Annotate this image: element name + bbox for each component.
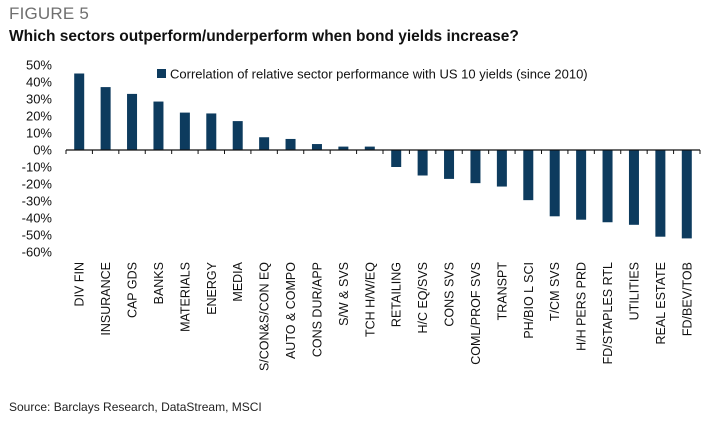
bar [364, 146, 375, 150]
category-label: CONS SVS [443, 262, 457, 327]
bar [127, 93, 138, 150]
bar [179, 112, 190, 150]
legend-label: Correlation of relative sector performan… [170, 67, 588, 82]
y-tick-label: -60% [22, 245, 53, 260]
category-label: RETAILING [390, 262, 404, 327]
category-label: CONS DUR/APP [310, 262, 324, 357]
bar [74, 73, 85, 150]
bar [444, 150, 455, 179]
figure-label: FIGURE 5 [9, 4, 90, 23]
y-tick-label: 10% [26, 126, 52, 141]
category-label: DIV FIN [73, 262, 87, 306]
y-tick-label: -50% [22, 228, 53, 243]
bar [100, 87, 111, 150]
category-label: H/H PERS PRD [575, 262, 589, 351]
y-axis: 50% 40% 30% 20% 10% 0% -10% -20% -30% -40% -50% -60… [22, 58, 53, 260]
bar [153, 101, 164, 150]
category-label: S/W & SVS [337, 262, 351, 326]
bar [417, 150, 428, 176]
category-label: FD/BEV/TOB [680, 262, 694, 336]
category-label: REAL ESTATE [654, 262, 668, 344]
category-label: S/CON&S/CON EQ [258, 262, 272, 371]
bar [655, 150, 666, 237]
bar [576, 150, 587, 220]
bar-series [74, 73, 692, 239]
category-label: FD/STAPLES RTL [601, 262, 615, 364]
chart-title: Which sectors outperform/underperform wh… [9, 28, 519, 45]
bar [391, 150, 402, 167]
category-label: TRANSPT [495, 262, 509, 321]
category-label: BANKS [152, 262, 166, 304]
y-tick-label: -20% [22, 177, 53, 192]
bar [206, 113, 217, 150]
category-label: PH/BIO L SCI [522, 262, 536, 339]
y-tick-label: -40% [22, 211, 53, 226]
category-label: AUTO & COMPO [284, 262, 298, 359]
category-label: UTILITIES [627, 262, 641, 320]
y-tick-label: -30% [22, 194, 53, 209]
category-label: INSURANCE [99, 262, 113, 336]
legend: Correlation of relative sector performan… [157, 67, 588, 82]
category-label: MEDIA [231, 261, 245, 301]
bar [681, 150, 692, 239]
legend-swatch [157, 69, 166, 78]
bar-chart: 50% 40% 30% 20% 10% 0% -10% -20% -30% -40% -50% -60… [22, 58, 701, 371]
bar [285, 138, 296, 150]
y-tick-label: 40% [26, 75, 52, 90]
bar [470, 150, 481, 184]
bar [232, 121, 243, 150]
x-axis-ticks [65, 150, 701, 154]
y-tick-label: 20% [26, 109, 52, 124]
bar [549, 150, 560, 217]
category-label: T/CM SVS [548, 262, 562, 321]
x-axis-labels: DIV FIN INSURANCE CAP GDS BANKS MATERIALS ENE… [73, 261, 695, 371]
bar [311, 144, 322, 150]
bar [602, 150, 613, 223]
category-label: H/C EQ/SVS [416, 262, 430, 334]
category-label: CAP GDS [126, 262, 140, 318]
bar [338, 146, 349, 150]
bar [496, 150, 507, 187]
y-tick-label: 30% [26, 92, 52, 107]
y-tick-label: 0% [33, 143, 52, 158]
y-tick-label: -10% [22, 160, 53, 175]
category-label: COML/PROF SVS [469, 262, 483, 365]
category-label: ENERGY [205, 261, 219, 314]
bar [628, 150, 639, 225]
bar [259, 137, 270, 150]
bar [523, 150, 534, 201]
category-label: MATERIALS [178, 262, 192, 332]
y-tick-label: 50% [26, 58, 52, 73]
source-note: Source: Barclays Research, DataStream, M… [9, 400, 262, 414]
category-label: TCH H/W/EQ [363, 262, 377, 337]
